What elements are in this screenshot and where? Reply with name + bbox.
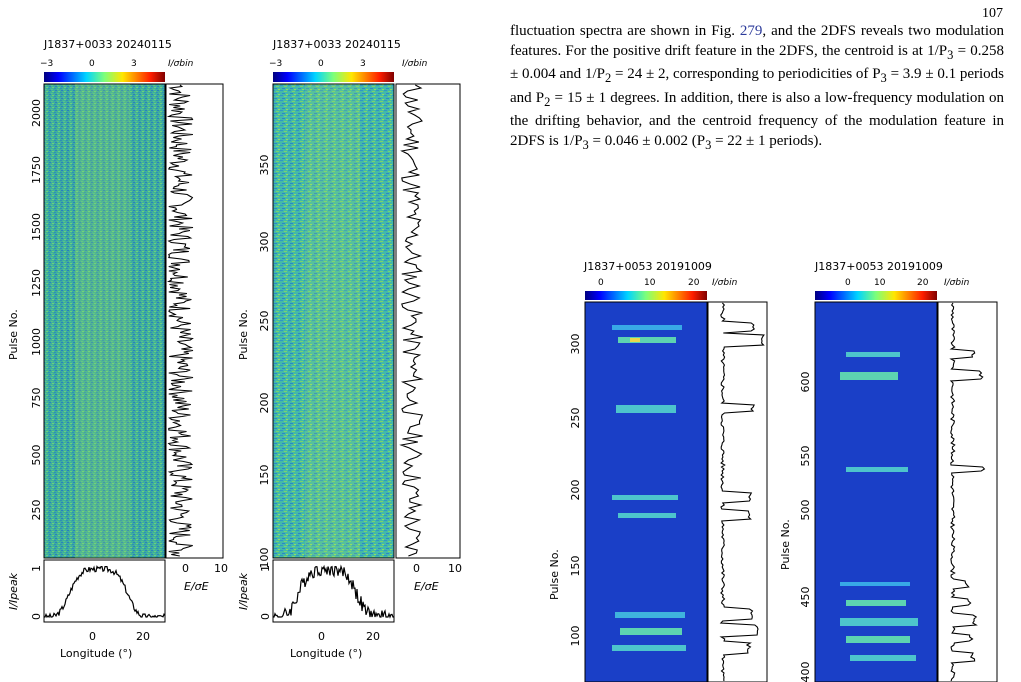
emission-bursts (840, 352, 918, 661)
emission-window (75, 84, 130, 558)
cbar-tick: 0 (318, 59, 324, 69)
svg-text:2000: 2000 (30, 99, 43, 127)
profile-ytick: 0 (259, 613, 272, 620)
pulse-stack-image (584, 301, 708, 682)
svg-text:100: 100 (258, 548, 271, 569)
x-tick: 20 (136, 630, 150, 643)
x-axis-label: Longitude (°) (60, 647, 132, 660)
y-ticks: 400 450 500 550 600 (799, 372, 812, 682)
body-paragraph: fluctuation spectra are shown in Fig. 27… (510, 23, 1005, 152)
profile-ytick: 1 (30, 565, 43, 572)
figure-link[interactable]: 279 (739, 23, 763, 39)
energy-label: E/σE (414, 580, 439, 593)
svg-text:400: 400 (799, 662, 812, 682)
panel-2-title: J1837+0033 20240115 (272, 38, 401, 51)
emission-window (305, 84, 360, 558)
x-tick: 20 (366, 630, 380, 643)
cbar-tick: 3 (360, 59, 366, 69)
y-ticks: 100 150 200 250 300 (569, 334, 582, 647)
profile-trace (44, 565, 166, 619)
svg-text:200: 200 (258, 393, 271, 414)
energy-trace (399, 84, 424, 557)
pulse-stack-image (43, 83, 166, 559)
x-tick: 0 (89, 630, 96, 643)
svg-text:550: 550 (799, 446, 812, 467)
panel-2: J1837+0033 20240115 −3 0 3 I/σbin Pulse … (237, 38, 462, 660)
cbar-unit: I/σbin (712, 278, 738, 288)
page-number: 107 (982, 6, 1003, 21)
panel-3-title: J1837+0053 20191009 (583, 260, 712, 273)
svg-text:150: 150 (258, 465, 271, 486)
profile-trace (273, 564, 394, 619)
svg-text:500: 500 (30, 445, 43, 466)
energy-label: E/σE (184, 580, 209, 593)
y-axis-label: Pulse No. (237, 309, 250, 360)
svg-text:1500: 1500 (30, 213, 43, 241)
x-axis-label: Longitude (°) (290, 647, 362, 660)
panel-3: J1837+0053 20191009 0 10 20 I/σbin Pulse… (548, 260, 768, 682)
energy-panel (937, 301, 998, 682)
panel-1-title: J1837+0033 20240115 (43, 38, 172, 51)
svg-text:250: 250 (258, 311, 271, 332)
svg-text:150: 150 (569, 556, 582, 577)
svg-text:250: 250 (30, 500, 43, 521)
svg-text:250: 250 (569, 408, 582, 429)
cbar-tick: −3 (40, 59, 53, 69)
svg-text:600: 600 (799, 372, 812, 393)
colorbar (273, 72, 394, 82)
y-ticks: 250 500 750 1000 1250 1500 1750 2000 (30, 99, 43, 521)
colorbar (44, 72, 165, 82)
profile-ylabel: I/Ipeak (7, 572, 20, 610)
svg-text:300: 300 (569, 334, 582, 355)
energy-trace (166, 84, 194, 557)
svg-text:200: 200 (569, 480, 582, 501)
pulse-stack-image (272, 83, 395, 559)
cbar-unit: I/σbin (168, 59, 194, 69)
svg-text:1000: 1000 (30, 328, 43, 356)
energy-panel (395, 83, 461, 559)
y-axis-label: Pulse No. (548, 549, 561, 600)
energy-trace (949, 302, 986, 682)
cbar-unit: I/σbin (402, 59, 428, 69)
profile-ytick: 1 (259, 565, 272, 572)
cbar-tick: −3 (269, 59, 282, 69)
profile-ytick: 0 (30, 613, 43, 620)
svg-text:350: 350 (258, 155, 271, 176)
panel-4: J1837+0053 20191009 0 10 20 I/σbin Pulse… (779, 260, 998, 682)
svg-text:450: 450 (799, 587, 812, 608)
y-axis-label: Pulse No. (7, 309, 20, 360)
svg-text:100: 100 (569, 626, 582, 647)
emission-bursts (612, 325, 686, 651)
panel-4-title: J1837+0053 20191009 (814, 260, 943, 273)
cbar-tick: 0 (89, 59, 95, 69)
cbar-tick: 0 (598, 278, 604, 288)
colorbar (585, 291, 707, 300)
panel-1: J1837+0033 20240115 −3 0 3 I/σbin Pulse … (7, 38, 228, 660)
svg-text:500: 500 (799, 500, 812, 521)
cbar-tick: 3 (131, 59, 137, 69)
energy-tick: 0 (182, 562, 189, 575)
colorbar (815, 291, 937, 300)
energy-tick: 0 (413, 562, 420, 575)
cbar-unit: I/σbin (944, 278, 970, 288)
svg-text:1750: 1750 (30, 156, 43, 184)
cbar-tick: 0 (845, 278, 851, 288)
y-axis-label: Pulse No. (779, 519, 792, 570)
svg-text:300: 300 (258, 232, 271, 253)
cbar-tick: 20 (917, 278, 929, 288)
energy-trace (719, 302, 765, 682)
svg-text:1250: 1250 (30, 269, 43, 297)
cbar-tick: 10 (874, 278, 886, 288)
energy-tick: 10 (448, 562, 462, 575)
x-tick: 0 (318, 630, 325, 643)
profile-ylabel: I/Ipeak (237, 572, 250, 610)
energy-tick: 10 (214, 562, 228, 575)
cbar-tick: 20 (688, 278, 700, 288)
cbar-tick: 10 (644, 278, 656, 288)
y-ticks: 100 150 200 250 300 350 (258, 155, 271, 569)
svg-text:750: 750 (30, 388, 43, 409)
